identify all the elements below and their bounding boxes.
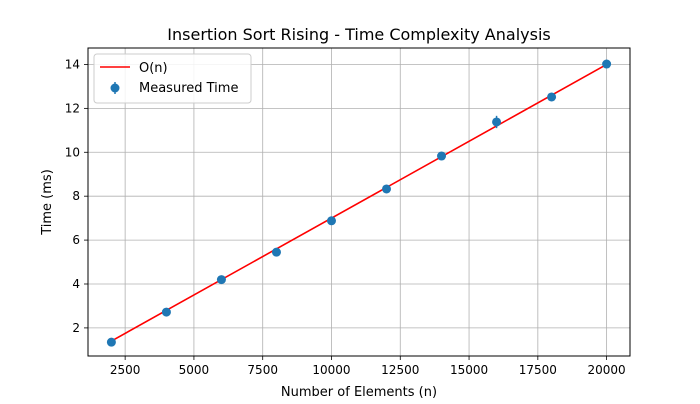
x-tick-label: 2500 <box>110 363 141 377</box>
grid <box>88 48 630 356</box>
x-tick-label: 5000 <box>179 363 210 377</box>
y-tick-label: 10 <box>65 145 80 159</box>
legend: O(n) Measured Time <box>93 53 252 104</box>
y-tick-label: 6 <box>72 233 80 247</box>
x-tick-label: 15000 <box>450 363 488 377</box>
x-axis-label: Number of Elements (n) <box>281 385 437 400</box>
measured-time-point <box>106 337 116 347</box>
chart-title: Insertion Sort Rising - Time Complexity … <box>167 25 550 44</box>
legend-marker-swatch <box>110 83 120 93</box>
x-tick-label: 12500 <box>381 363 419 377</box>
on-reference-line <box>110 63 608 342</box>
x-tick-label: 10000 <box>312 363 350 377</box>
measured-time-point <box>326 216 336 226</box>
x-tick-label: 17500 <box>519 363 557 377</box>
axis-ticks: 2500 5000 7500 10000 12500 15000 17500 20000 2 4 6… <box>65 57 626 377</box>
measured-time-point <box>602 59 612 69</box>
data-layer <box>106 59 612 347</box>
plot-area-frame <box>87 47 631 357</box>
y-tick-label: 2 <box>72 321 80 335</box>
y-tick-label: 8 <box>72 189 80 203</box>
x-tick-label: 20000 <box>588 363 626 377</box>
legend-label-scatter: Measured Time <box>139 81 238 96</box>
measured-time-point <box>216 275 226 285</box>
measured-time-point <box>547 92 557 102</box>
y-axis-label: Time (ms) <box>40 169 55 236</box>
y-tick-label: 4 <box>72 277 80 291</box>
x-tick-label: 7500 <box>247 363 278 377</box>
measured-time-point <box>382 184 392 194</box>
legend-label-line: O(n) <box>139 61 168 76</box>
legend-box <box>93 53 252 104</box>
measured-time-point <box>492 117 502 127</box>
y-tick-label: 14 <box>65 57 80 71</box>
y-tick-label: 12 <box>65 101 80 115</box>
measured-time-point <box>161 307 171 317</box>
measured-time-point <box>271 247 281 257</box>
measured-time-point <box>437 151 447 161</box>
